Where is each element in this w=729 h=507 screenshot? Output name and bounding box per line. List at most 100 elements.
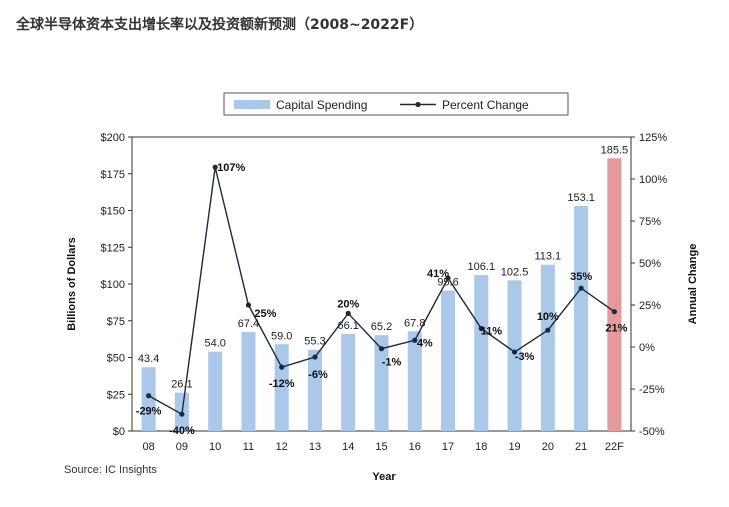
percent-change-label: 35% [570, 271, 592, 283]
bar-value-label: 55.3 [304, 336, 325, 348]
percent-change-label: -1% [382, 357, 402, 369]
x-tick-label: 13 [309, 441, 321, 453]
percent-change-point [578, 285, 584, 291]
y2-tick-label: -25% [639, 384, 665, 396]
legend-marker-percent-change [415, 101, 421, 108]
x-tick-label: 09 [176, 441, 188, 453]
x-axis-label: Year [372, 471, 396, 483]
y-tick-label: $175 [101, 169, 125, 181]
percent-change-point [279, 364, 285, 370]
percent-change-point [245, 302, 252, 308]
bar-capital-spending [307, 349, 322, 431]
x-tick-label: 16 [409, 441, 421, 453]
percent-change-point [179, 411, 185, 417]
bar-capital-spending [540, 264, 555, 431]
percent-change-point [212, 164, 218, 170]
y2-axis-label: Annual Change [687, 244, 699, 325]
percent-change-label: 41% [427, 268, 449, 280]
bar-capital-spending [441, 290, 456, 431]
legend-label-percent-change: Percent Change [442, 98, 529, 112]
bar-value-label: 95.6 [437, 276, 458, 288]
bar-capital-spending [341, 333, 356, 431]
x-tick-label: 14 [342, 441, 354, 453]
percent-change-label: 4% [417, 337, 433, 349]
bar-capital-spending [507, 280, 522, 431]
x-tick-label: 18 [475, 441, 487, 453]
percent-change-point [445, 275, 451, 281]
x-tick-label: 19 [508, 441, 520, 453]
bar-capital-spending [607, 158, 622, 431]
percent-change-label: 21% [605, 323, 627, 335]
y-tick-label: $100 [101, 279, 125, 291]
y-axis-label: Billions of Dollars [66, 237, 78, 331]
y2-tick-label: 25% [639, 300, 661, 312]
bar-capital-spending [407, 331, 422, 431]
y2-tick-label: 100% [639, 174, 667, 186]
percent-change-point [345, 310, 351, 316]
bar-value-label: 153.1 [567, 192, 595, 204]
bar-value-label: 43.4 [138, 353, 159, 365]
percent-change-point [146, 393, 152, 399]
x-tick-label: 20 [542, 441, 554, 453]
bar-capital-spending [141, 367, 156, 431]
bar-value-label: 54.0 [204, 338, 225, 350]
bar-value-label: 66.1 [338, 320, 359, 332]
x-tick-label: 08 [143, 441, 155, 453]
bar-capital-spending [208, 351, 223, 431]
percent-change-label: 11% [481, 326, 503, 338]
percent-change-point [511, 349, 518, 355]
percent-change-label: -40% [169, 425, 195, 437]
x-tick-label: 17 [442, 441, 454, 453]
bar-value-label: 102.5 [501, 266, 529, 278]
percent-change-label: -12% [269, 378, 295, 390]
source-note: Source: IC Insights [64, 464, 157, 476]
y2-tick-label: 125% [639, 132, 667, 144]
x-tick-label: 21 [575, 441, 587, 453]
bar-value-label: 113.1 [534, 251, 561, 263]
bar-value-label: 59.0 [271, 330, 292, 342]
percent-change-point [378, 346, 385, 352]
legend-label-capital-spending: Capital Spending [276, 98, 367, 112]
y-tick-label: $25 [107, 389, 125, 401]
y-tick-label: $0 [113, 426, 125, 438]
y-tick-label: $150 [101, 206, 125, 218]
x-tick-label: 15 [375, 441, 387, 453]
legend: Capital Spending Percent Change [223, 92, 569, 116]
x-tick-label: 22F [605, 441, 624, 453]
bar-value-label: 185.5 [601, 144, 629, 156]
bar-value-label: 106.1 [468, 261, 496, 273]
y-tick-label: $200 [101, 132, 125, 144]
percent-change-label: 107% [217, 162, 245, 174]
percent-change-point [611, 309, 617, 315]
percent-change-label: -6% [308, 369, 328, 381]
percent-change-label: -3% [515, 351, 535, 363]
percent-change-label: -29% [136, 406, 162, 418]
percent-change-point [545, 327, 551, 333]
percent-change-label: 10% [537, 311, 559, 323]
bar-capital-spending [574, 205, 589, 431]
bar-value-label: 67.4 [238, 318, 259, 330]
bar-capital-spending [374, 335, 389, 431]
bar-capital-spending [241, 331, 256, 431]
y-tick-label: $125 [101, 242, 125, 254]
y2-tick-label: -50% [639, 426, 665, 438]
y-tick-label: $75 [107, 316, 125, 328]
bar-value-label: 65.2 [371, 321, 392, 333]
legend-swatch-capital-spending [234, 100, 270, 109]
x-tick-label: 10 [209, 441, 221, 453]
y-tick-label: $50 [107, 353, 125, 365]
y2-tick-label: 0% [639, 342, 655, 354]
percent-change-point [312, 354, 318, 360]
bar-value-label: 26.1 [171, 379, 192, 391]
percent-change-point [412, 337, 418, 343]
bar-value-label: 67.8 [404, 317, 425, 329]
percent-change-point [478, 325, 484, 332]
x-tick-label: 12 [276, 441, 288, 453]
y2-tick-label: 75% [639, 216, 661, 228]
percent-change-label: 20% [337, 298, 359, 310]
percent-change-label: 25% [254, 308, 276, 320]
bar-capital-spending [474, 275, 489, 431]
x-tick-label: 11 [243, 441, 254, 453]
chart-title: 全球半导体资本支出增长率以及投资额新预测（2008~2022F） [16, 17, 424, 33]
